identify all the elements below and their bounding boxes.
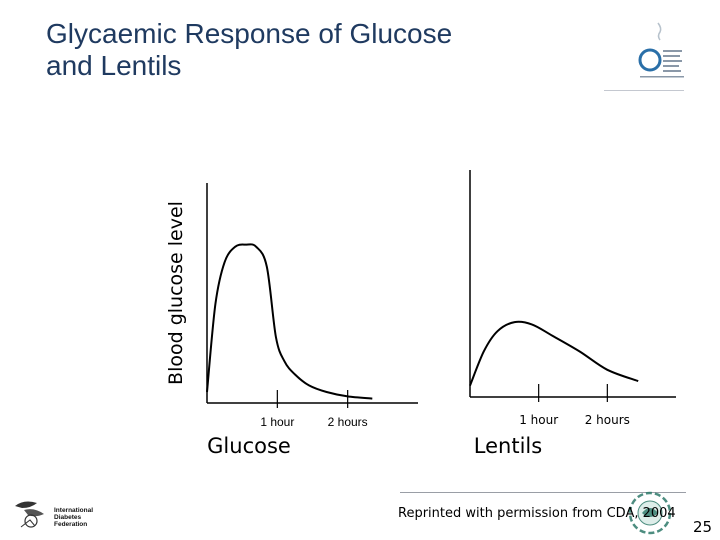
- header-divider: [604, 90, 684, 91]
- panel-2-response-curve: [469, 320, 639, 386]
- reprint-credit: Reprinted with permission from CDA, 2004: [398, 506, 676, 521]
- wings-logo-icon: [638, 22, 684, 78]
- idf-logo-text-3: Federation: [54, 521, 87, 528]
- panel-1-response-curve: [206, 243, 373, 400]
- panel-2-tick-label-2: 2 hours: [585, 413, 630, 427]
- panel-1-tick-label-2: 2 hours: [328, 415, 368, 429]
- slide-title: Glycaemic Response of Glucose and Lentil…: [46, 18, 452, 82]
- idf-logo-text-2: Diabetes: [54, 514, 81, 521]
- y-axis-label: Blood glucose level: [165, 201, 187, 385]
- panel-1-tick-label-1: 1 hour: [260, 415, 294, 429]
- slide-title-line-1: Glycaemic Response of Glucose: [46, 18, 453, 49]
- idf-logo-text-1: International: [54, 507, 93, 514]
- slide-title-line-2: and Lentils: [46, 50, 182, 81]
- panel-1-category-label: Glucose: [207, 434, 291, 458]
- page-number: 25: [693, 518, 713, 536]
- cda-logo-icon: [628, 491, 672, 535]
- panel-2-tick-label-1: 1 hour: [519, 413, 558, 427]
- idf-logo-icon: International Diabetes Federation: [15, 501, 93, 528]
- footer-divider: [400, 492, 686, 493]
- panel-2-category-label: Lentils: [474, 434, 542, 458]
